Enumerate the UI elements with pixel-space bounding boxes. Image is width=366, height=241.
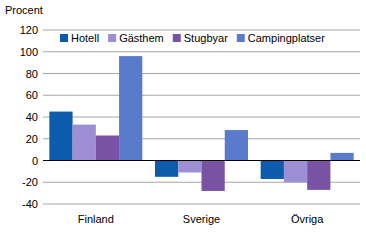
- grid-line: [43, 160, 360, 161]
- y-tick-label: 40: [26, 111, 38, 123]
- bar: [73, 125, 96, 161]
- legend-swatch: [60, 34, 68, 42]
- bar: [119, 56, 142, 160]
- bar: [261, 161, 284, 179]
- x-tick-label: Övriga: [291, 213, 324, 225]
- bar: [330, 153, 353, 161]
- legend-label: Gästhem: [119, 32, 164, 44]
- chart: Procent -40 -20 0 20 40 60 80 100 120 Finland Sveri…: [0, 0, 366, 241]
- bar: [284, 161, 307, 183]
- y-tick-label: 0: [32, 155, 38, 167]
- grid-line: [43, 204, 360, 205]
- y-tick-label: -20: [22, 176, 38, 188]
- bar: [178, 161, 201, 173]
- grid-line: [43, 51, 360, 52]
- legend-label: Campingplatser: [248, 32, 325, 44]
- x-tick-label: Sverige: [183, 213, 220, 225]
- bar: [202, 161, 225, 191]
- x-tick-label: Finland: [78, 213, 114, 225]
- grid-line: [43, 30, 360, 31]
- y-tick-label: 120: [20, 24, 38, 36]
- bar: [96, 135, 119, 160]
- y-tick-label: -40: [22, 198, 38, 210]
- bar: [225, 130, 248, 160]
- grid-line: [43, 95, 360, 96]
- y-tick-label: 20: [26, 133, 38, 145]
- y-label: Procent: [5, 4, 43, 16]
- y-tick-label: 100: [20, 46, 38, 58]
- grid-line: [43, 117, 360, 118]
- legend-swatch: [237, 34, 245, 42]
- zero-line: [43, 160, 360, 161]
- bar: [307, 161, 330, 190]
- bar: [49, 112, 72, 161]
- grid-line: [43, 73, 360, 74]
- legend-swatch: [173, 34, 181, 42]
- y-tick-label: 80: [26, 68, 38, 80]
- y-tick-label: 60: [26, 89, 38, 101]
- bar: [155, 161, 178, 177]
- legend-label: Stugbyar: [184, 32, 228, 44]
- legend-swatch: [108, 34, 116, 42]
- bars: [49, 56, 353, 191]
- legend-label: Hotell: [71, 32, 99, 44]
